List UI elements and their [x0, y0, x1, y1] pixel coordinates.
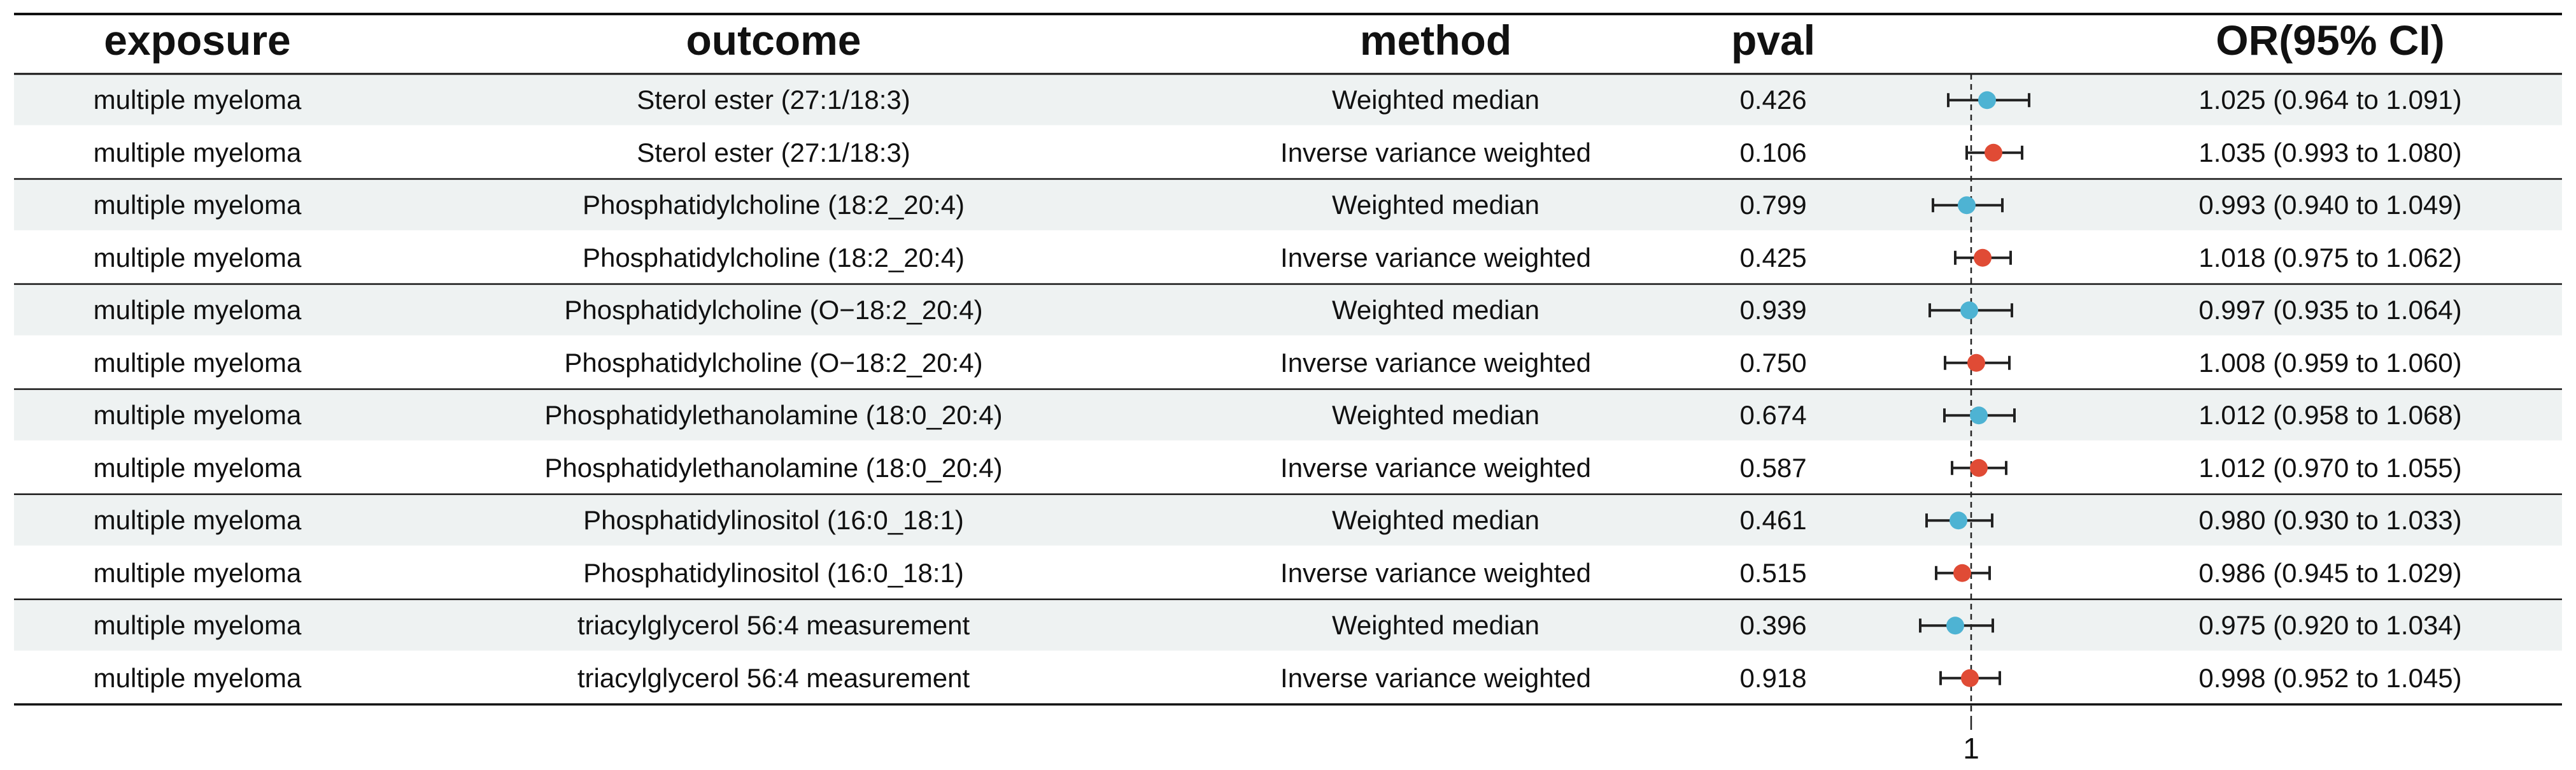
- header-or-ci: OR(95% CI): [2216, 17, 2445, 64]
- or-point: [1985, 143, 2002, 162]
- or-point: [1978, 91, 1996, 110]
- cell-method: Weighted median: [1331, 400, 1540, 431]
- header-exposure: exposure: [104, 17, 291, 64]
- cell-pval: 0.426: [1739, 85, 1807, 115]
- cell-or-ci: 1.035 (0.993 to 1.080): [2198, 137, 2462, 168]
- cell-outcome: triacylglycerol 56:4 measurement: [577, 662, 970, 693]
- table-rules: [14, 13, 2562, 706]
- cell-outcome: Phosphatidylethanolamine (18:0_20:4): [544, 452, 1003, 483]
- cell-exposure: multiple myeloma: [93, 662, 302, 693]
- cell-or-ci: 0.980 (0.930 to 1.033): [2198, 505, 2462, 536]
- cell-outcome: Phosphatidylcholine (18:2_20:4): [582, 242, 965, 273]
- cell-method: Weighted median: [1331, 610, 1540, 641]
- cell-pval: 0.106: [1739, 137, 1807, 168]
- cell-pval: 0.750: [1739, 347, 1807, 378]
- cell-or-ci: 1.008 (0.959 to 1.060): [2198, 347, 2462, 378]
- cell-method: Inverse variance weighted: [1280, 137, 1591, 168]
- cell-or-ci: 0.998 (0.952 to 1.045): [2198, 662, 2462, 693]
- cell-or-ci: 1.025 (0.964 to 1.091): [2198, 85, 2462, 115]
- row-band: [14, 285, 2562, 336]
- cell-pval: 0.425: [1739, 242, 1807, 273]
- cell-exposure: multiple myeloma: [93, 190, 302, 220]
- header-method: method: [1359, 17, 1512, 64]
- row-band: [14, 75, 2562, 125]
- cell-method: Weighted median: [1331, 505, 1540, 536]
- cell-pval: 0.587: [1739, 452, 1807, 483]
- cell-exposure: multiple myeloma: [93, 557, 302, 588]
- cell-exposure: multiple myeloma: [93, 452, 302, 483]
- cell-or-ci: 1.012 (0.958 to 1.068): [2198, 400, 2462, 431]
- cell-pval: 0.396: [1739, 610, 1807, 641]
- cell-exposure: multiple myeloma: [93, 505, 302, 536]
- row-band: [14, 180, 2562, 231]
- header-pval: pval: [1730, 17, 1816, 64]
- row-bands: [14, 75, 2562, 651]
- cell-exposure: multiple myeloma: [93, 400, 302, 431]
- cell-exposure: multiple myeloma: [93, 85, 302, 115]
- cell-or-ci: 0.993 (0.940 to 1.049): [2198, 190, 2462, 220]
- cell-method: Weighted median: [1331, 190, 1540, 220]
- cell-outcome: Phosphatidylcholine (18:2_20:4): [582, 190, 965, 220]
- row-band: [14, 496, 2562, 546]
- cell-outcome: triacylglycerol 56:4 measurement: [577, 610, 970, 641]
- cell-method: Inverse variance weighted: [1280, 242, 1591, 273]
- or-point: [1946, 617, 1964, 635]
- cell-exposure: multiple myeloma: [93, 137, 302, 168]
- cell-outcome: Phosphatidylinositol (16:0_18:1): [583, 505, 964, 536]
- x-tick-label: 1: [1963, 732, 1979, 765]
- cell-outcome: Sterol ester (27:1/18:3): [637, 85, 910, 115]
- cell-method: Inverse variance weighted: [1280, 452, 1591, 483]
- cell-outcome: Phosphatidylcholine (O−18:2_20:4): [564, 347, 983, 378]
- cell-or-ci: 0.997 (0.935 to 1.064): [2198, 295, 2462, 325]
- cell-method: Weighted median: [1331, 295, 1540, 325]
- cell-method: Weighted median: [1331, 85, 1540, 115]
- cell-pval: 0.515: [1739, 557, 1807, 588]
- row-band: [14, 601, 2562, 651]
- cell-or-ci: 1.018 (0.975 to 1.062): [2198, 242, 2462, 273]
- cell-pval: 0.939: [1739, 295, 1807, 325]
- cell-method: Inverse variance weighted: [1280, 347, 1591, 378]
- cell-exposure: multiple myeloma: [93, 610, 302, 641]
- cell-exposure: multiple myeloma: [93, 347, 302, 378]
- or-point: [1967, 353, 1985, 372]
- cell-method: Inverse variance weighted: [1280, 557, 1591, 588]
- cell-outcome: Sterol ester (27:1/18:3): [637, 137, 910, 168]
- cell-outcome: Phosphatidylcholine (O−18:2_20:4): [564, 295, 983, 325]
- cell-pval: 0.674: [1739, 400, 1807, 431]
- or-point: [1953, 564, 1971, 582]
- or-point: [1961, 669, 1979, 687]
- cell-exposure: multiple myeloma: [93, 242, 302, 273]
- or-point: [1970, 406, 1988, 425]
- cell-pval: 0.918: [1739, 662, 1807, 693]
- cell-outcome: Phosphatidylinositol (16:0_18:1): [583, 557, 964, 588]
- cell-or-ci: 1.012 (0.970 to 1.055): [2198, 452, 2462, 483]
- plot-marks: [1919, 91, 2030, 687]
- or-point: [1974, 248, 1992, 267]
- or-point: [1958, 196, 1976, 215]
- cell-exposure: multiple myeloma: [93, 295, 302, 325]
- or-point: [1960, 301, 1978, 320]
- cell-pval: 0.461: [1739, 505, 1807, 536]
- or-point: [1950, 511, 1967, 530]
- cell-or-ci: 0.986 (0.945 to 1.029): [2198, 557, 2462, 588]
- cell-or-ci: 0.975 (0.920 to 1.034): [2198, 610, 2462, 641]
- cell-method: Inverse variance weighted: [1280, 662, 1591, 693]
- or-point: [1970, 459, 1988, 477]
- cell-pval: 0.799: [1739, 190, 1807, 220]
- header-outcome: outcome: [686, 17, 861, 64]
- cell-outcome: Phosphatidylethanolamine (18:0_20:4): [544, 400, 1003, 431]
- row-band: [14, 390, 2562, 441]
